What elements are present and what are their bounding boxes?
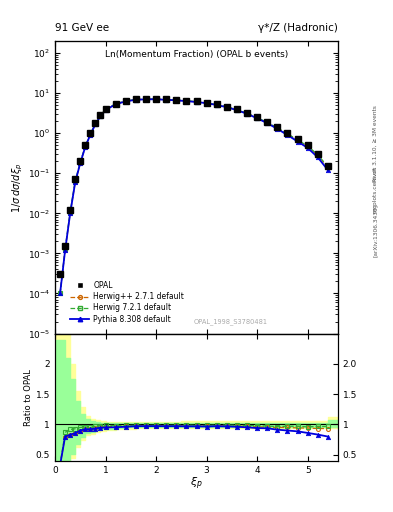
Text: γ*/Z (Hadronic): γ*/Z (Hadronic) bbox=[258, 23, 338, 33]
Y-axis label: $1/\sigma\,d\sigma/d\xi_p$: $1/\sigma\,d\sigma/d\xi_p$ bbox=[11, 162, 25, 212]
Text: Ln(Momentum Fraction) (OPAL b events): Ln(Momentum Fraction) (OPAL b events) bbox=[105, 50, 288, 59]
Text: [arXiv:1306.3436]: [arXiv:1306.3436] bbox=[373, 204, 378, 257]
X-axis label: $\xi_p$: $\xi_p$ bbox=[190, 476, 203, 493]
Y-axis label: Ratio to OPAL: Ratio to OPAL bbox=[24, 369, 33, 425]
Legend: OPAL, Herwig++ 2.7.1 default, Herwig 7.2.1 default, Pythia 8.308 default: OPAL, Herwig++ 2.7.1 default, Herwig 7.2… bbox=[67, 278, 187, 327]
Text: 91 GeV ee: 91 GeV ee bbox=[55, 23, 109, 33]
Text: mcplots.cern.ch: mcplots.cern.ch bbox=[373, 166, 378, 213]
Text: Rivet 3.1.10, ≥ 3M events: Rivet 3.1.10, ≥ 3M events bbox=[373, 105, 378, 182]
Text: OPAL_1998_S3780481: OPAL_1998_S3780481 bbox=[193, 318, 268, 325]
